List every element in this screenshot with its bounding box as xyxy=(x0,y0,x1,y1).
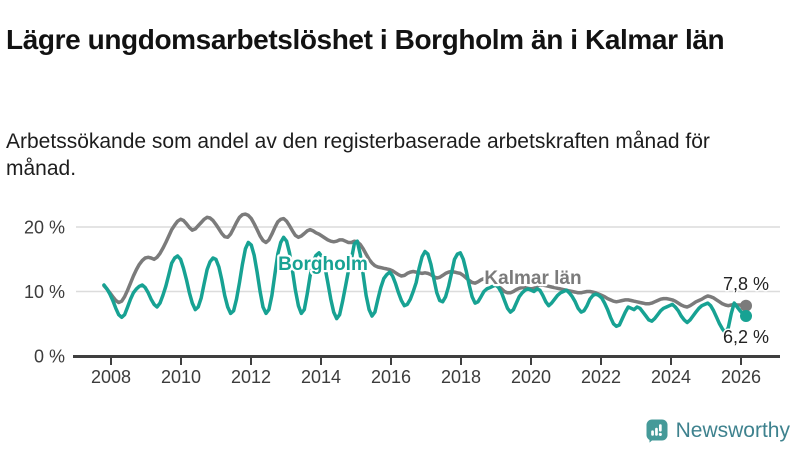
x-axis-tick-label: 2022 xyxy=(581,367,621,387)
y-axis-tick-label: 20 % xyxy=(24,218,65,238)
series-end-dot xyxy=(740,299,753,312)
chart-subtitle: Arbetssökande som andel av den registerb… xyxy=(6,130,710,180)
series-end-value-label: 6,2 % xyxy=(723,327,769,347)
x-axis-tick-label: 2012 xyxy=(231,367,271,387)
series-end-dot xyxy=(740,310,753,323)
x-axis-tick-label: 2020 xyxy=(511,367,551,387)
x-axis-tick-label: 2024 xyxy=(651,367,691,387)
y-axis-tick-label: 10 % xyxy=(24,282,65,302)
series-label-borgholm: Borgholm xyxy=(278,254,368,275)
series-end-value-label: 7,8 % xyxy=(723,274,769,294)
x-axis-tick-label: 2026 xyxy=(721,367,761,387)
x-axis-tick-label: 2014 xyxy=(301,367,341,387)
newsworthy-logo-icon xyxy=(646,419,668,443)
series-line-borgholm xyxy=(102,235,748,335)
series-line-kalmar-län xyxy=(102,212,748,309)
line-chart: 0 % 10 % 20 % 2008 2010 2012 2014 2016 2018 2020 2… xyxy=(24,212,780,387)
x-axis-tick-label: 2016 xyxy=(371,367,411,387)
x-axis-tick-label: 2010 xyxy=(161,367,201,387)
x-axis-tick-label: 2008 xyxy=(91,367,131,387)
series-label-kalmar-län: Kalmar län xyxy=(484,268,581,289)
page-title: Lägre ungdomsarbetslöshet i Borgholm än … xyxy=(6,23,725,55)
x-axis-tick-label: 2018 xyxy=(441,367,481,387)
brand-name: Newsworthy xyxy=(675,418,790,442)
y-axis-tick-label: 0 % xyxy=(34,347,65,367)
brand-footer: Newsworthy xyxy=(645,418,790,443)
